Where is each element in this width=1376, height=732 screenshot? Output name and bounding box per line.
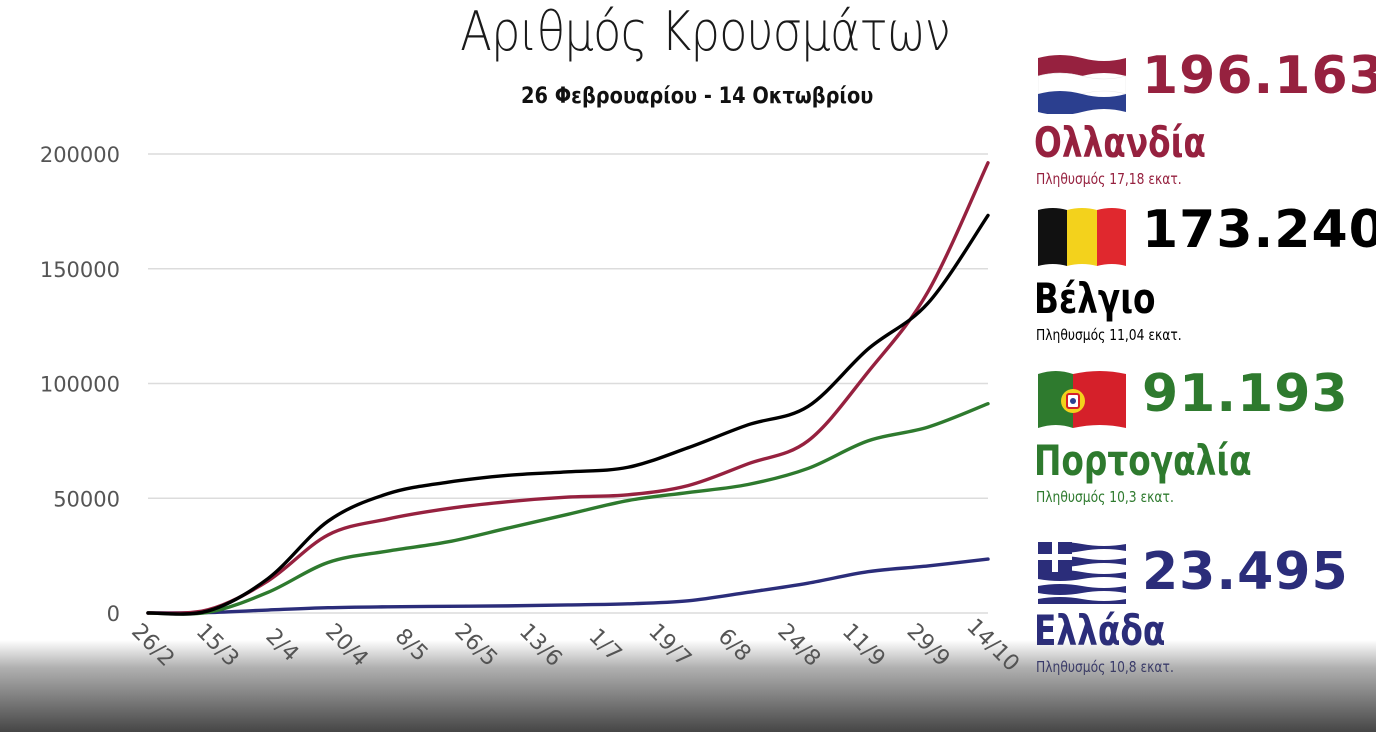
chart-title: Αριθμός Κρουσμάτων	[460, 0, 951, 63]
x-tick-label: 26/5	[449, 619, 502, 672]
chart-subtitle: 26 Φεβρουαρίου - 14 Οκτωβρίου	[521, 84, 874, 109]
portugal-total: 91.193	[1142, 364, 1349, 424]
x-tick-label: 2/4	[260, 624, 303, 667]
x-tick-label: 13/6	[514, 619, 567, 672]
y-tick-label: 150000	[40, 258, 120, 282]
x-tick-label: 11/9	[837, 619, 890, 672]
greece-population: Πληθυσμός 10,8 εκατ.	[1036, 658, 1174, 676]
x-tick-label: 19/7	[643, 619, 696, 672]
x-tick-label: 6/8	[713, 624, 756, 667]
netherlands-total: 196.163	[1142, 46, 1376, 106]
portugal-flag-icon	[1038, 371, 1126, 428]
x-tick-label: 1/7	[584, 624, 627, 667]
panel-greece: 23.495 Ελλάδα Πληθυσμός 10,8 εκατ.	[1030, 542, 1376, 692]
y-tick-label: 100000	[40, 373, 120, 397]
x-tick-label: 29/9	[902, 619, 955, 672]
x-tick-label: 14/10	[961, 614, 1024, 677]
y-tick-label: 0	[107, 602, 120, 626]
y-tick-label: 50000	[53, 487, 120, 511]
greece-label: Ελλάδα	[1034, 606, 1166, 655]
series-line-2	[146, 213, 990, 616]
x-axis-ticks: 26/2 15/3 2/4 20/4 8/5 26/5 13/6 1/7 19/7 6/8 24/8…	[126, 614, 1024, 677]
portugal-label: Πορτογαλία	[1034, 436, 1252, 485]
greece-total: 23.495	[1142, 542, 1349, 602]
y-axis-ticks: 0 50000 100000 150000 200000	[40, 143, 120, 626]
y-tick-label: 200000	[40, 143, 120, 167]
panel-portugal: 91.193 Πορτογαλία Πληθυσμός 10,3 εκατ.	[1030, 364, 1376, 514]
series-line-3	[146, 402, 990, 616]
series-lines	[146, 161, 990, 616]
netherlands-label: Ολλανδία	[1034, 118, 1206, 167]
x-tick-label: 26/2	[126, 619, 179, 672]
belgium-population: Πληθυσμός 11,04 εκατ.	[1036, 326, 1182, 344]
x-tick-label: 20/4	[320, 619, 373, 672]
series-line-1	[146, 161, 990, 615]
x-tick-label: 24/8	[772, 619, 825, 672]
x-tick-label: 8/5	[390, 624, 433, 667]
x-tick-label: 15/3	[191, 619, 244, 672]
series-line-4	[146, 557, 990, 615]
grid-lines	[148, 153, 988, 614]
netherlands-population: Πληθυσμός 17,18 εκατ.	[1036, 170, 1182, 188]
belgium-flag-icon	[1038, 208, 1126, 266]
belgium-label: Βέλγιο	[1034, 274, 1156, 323]
panel-belgium: 173.240 Βέλγιο Πληθυσμός 11,04 εκατ.	[1030, 202, 1376, 352]
belgium-total: 173.240	[1142, 200, 1376, 260]
portugal-population: Πληθυσμός 10,3 εκατ.	[1036, 488, 1174, 506]
greece-flag-icon	[1038, 542, 1126, 604]
netherlands-flag-icon	[1038, 55, 1126, 114]
panel-netherlands: 196.163 Ολλανδία Πληθυσμός 17,18 εκατ.	[1030, 48, 1376, 198]
